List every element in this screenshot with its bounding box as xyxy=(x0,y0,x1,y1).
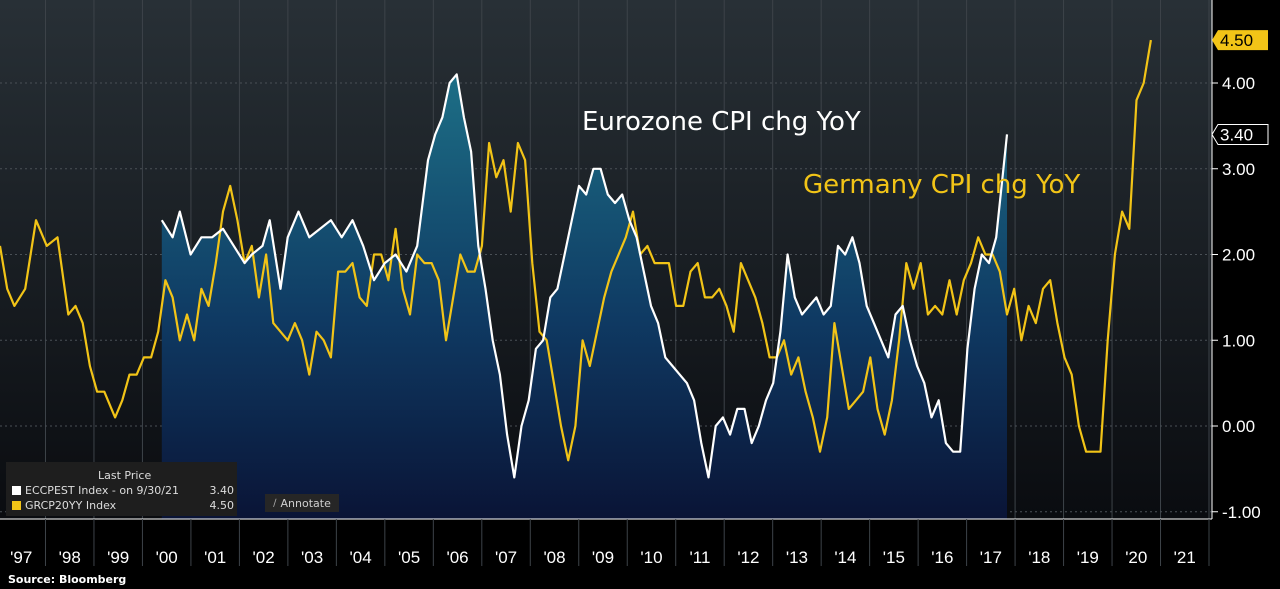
eurozone-area-fill xyxy=(161,74,1008,520)
x-tick-label: '08 xyxy=(543,548,565,567)
last-value-label-eurozone: 3.40 xyxy=(1220,125,1253,144)
eurozone-annotation: Eurozone CPI chg YoY xyxy=(582,107,861,137)
x-tick-label: '97 xyxy=(10,548,32,567)
pencil-icon: ∕ xyxy=(273,497,277,509)
x-tick-label: '03 xyxy=(301,548,323,567)
annotate-label: Annotate xyxy=(280,496,331,510)
x-tick-label: '12 xyxy=(737,548,759,567)
x-tick-label: '06 xyxy=(446,548,468,567)
y-tick-label: 0.00 xyxy=(1222,417,1255,436)
x-tick-label: '00 xyxy=(156,548,178,567)
x-tick-label: '09 xyxy=(592,548,614,567)
x-tick-label: '01 xyxy=(204,548,226,567)
x-tick-label: '17 xyxy=(980,548,1002,567)
source-note: Source: Bloomberg xyxy=(8,573,127,586)
x-tick-label: '18 xyxy=(1028,548,1050,567)
x-tick-label: '19 xyxy=(1077,548,1099,567)
legend-swatch-germany xyxy=(12,501,21,510)
x-tick-label: '05 xyxy=(398,548,420,567)
legend-header: Last Price xyxy=(98,469,152,482)
x-tick-label: '98 xyxy=(59,548,81,567)
x-tick-label: '21 xyxy=(1174,548,1196,567)
germany-cpi-line xyxy=(0,39,1152,462)
x-tick-label: '04 xyxy=(350,548,372,567)
legend-swatch-eurozone xyxy=(12,486,21,495)
last-value-label-germany: 4.50 xyxy=(1220,31,1253,50)
x-tick-label: '15 xyxy=(883,548,905,567)
x-tick-label: '13 xyxy=(786,548,808,567)
eurozone-cpi-line xyxy=(160,73,1009,479)
legend-name-germany: GRCP20YY Index xyxy=(25,499,117,512)
y-tick-label: 2.00 xyxy=(1222,246,1255,265)
legend-name-eurozone: ECCPEST Index - on 9/30/21 xyxy=(25,484,179,497)
legend-panel: Last Price ECCPEST Index - on 9/30/21 3.… xyxy=(6,462,237,516)
germany-annotation: Germany CPI chg YoY xyxy=(803,170,1081,200)
last-value-badge-germany xyxy=(1212,30,1268,51)
x-tick-label: '99 xyxy=(107,548,129,567)
annotate-button[interactable]: ∕ Annotate xyxy=(265,494,339,512)
y-tick-label: -1.00 xyxy=(1222,503,1261,522)
legend-value-eurozone: 3.40 xyxy=(209,484,235,497)
last-value-badge-eurozone xyxy=(1211,123,1269,145)
x-tick-label: '02 xyxy=(253,548,275,567)
x-tick-label: '11 xyxy=(690,548,711,567)
legend-value-germany: 4.50 xyxy=(209,499,235,512)
x-tick-label: '07 xyxy=(495,548,517,567)
x-tick-label: '14 xyxy=(834,548,856,567)
legend-row-germany: GRCP20YY Index 4.50 xyxy=(12,499,234,512)
y-tick-label: 3.00 xyxy=(1222,160,1255,179)
x-tick-label: '20 xyxy=(1125,548,1147,567)
legend-row-eurozone: ECCPEST Index - on 9/30/21 3.40 xyxy=(12,484,234,497)
x-tick-label: '16 xyxy=(931,548,953,567)
y-tick-label: 4.00 xyxy=(1222,74,1255,93)
x-tick-label: '10 xyxy=(640,548,662,567)
y-tick-label: 1.00 xyxy=(1222,331,1255,350)
